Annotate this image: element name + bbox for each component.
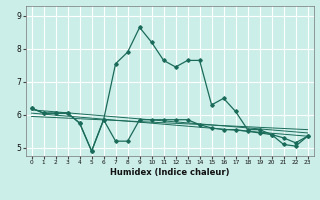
X-axis label: Humidex (Indice chaleur): Humidex (Indice chaleur) [110,168,229,177]
